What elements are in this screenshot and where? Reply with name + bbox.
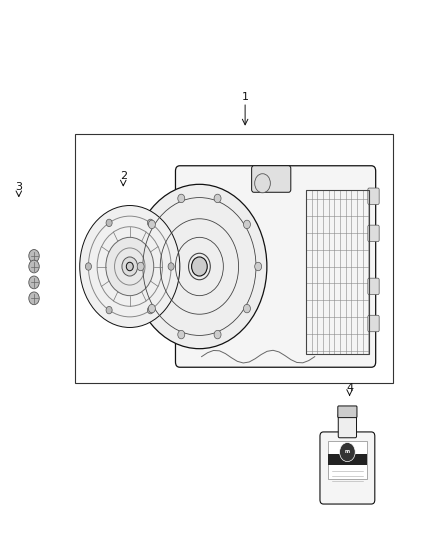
Circle shape <box>191 257 207 276</box>
Text: 2: 2 <box>120 172 127 181</box>
Circle shape <box>148 219 153 227</box>
Circle shape <box>29 249 39 262</box>
Circle shape <box>80 206 180 327</box>
Circle shape <box>339 442 355 462</box>
Circle shape <box>214 330 221 339</box>
Circle shape <box>137 262 144 271</box>
Circle shape <box>148 304 155 313</box>
Circle shape <box>29 260 39 273</box>
Circle shape <box>244 304 251 313</box>
Circle shape <box>148 306 153 314</box>
FancyBboxPatch shape <box>368 188 379 205</box>
Text: 3: 3 <box>15 182 22 192</box>
FancyBboxPatch shape <box>252 166 291 192</box>
FancyBboxPatch shape <box>176 166 376 367</box>
FancyBboxPatch shape <box>368 278 379 295</box>
FancyBboxPatch shape <box>338 406 357 418</box>
Text: 1: 1 <box>242 92 249 102</box>
Text: 4: 4 <box>346 383 353 393</box>
Text: m: m <box>345 449 350 454</box>
Circle shape <box>178 330 185 339</box>
FancyBboxPatch shape <box>368 225 379 241</box>
Circle shape <box>29 292 39 305</box>
Bar <box>328 441 367 479</box>
Bar <box>75 134 393 383</box>
Circle shape <box>106 306 112 314</box>
FancyBboxPatch shape <box>338 414 357 438</box>
Circle shape <box>122 257 138 276</box>
Circle shape <box>132 184 267 349</box>
Circle shape <box>244 220 251 229</box>
Bar <box>328 454 367 465</box>
Circle shape <box>168 263 174 270</box>
Circle shape <box>214 194 221 203</box>
Circle shape <box>148 220 155 229</box>
Circle shape <box>178 194 185 203</box>
Circle shape <box>126 262 133 271</box>
Circle shape <box>106 219 112 227</box>
FancyBboxPatch shape <box>368 316 379 332</box>
Circle shape <box>106 237 154 296</box>
Circle shape <box>85 263 92 270</box>
Bar <box>306 190 369 354</box>
FancyBboxPatch shape <box>320 432 375 504</box>
Circle shape <box>254 262 261 271</box>
Circle shape <box>29 276 39 289</box>
Circle shape <box>254 174 270 193</box>
